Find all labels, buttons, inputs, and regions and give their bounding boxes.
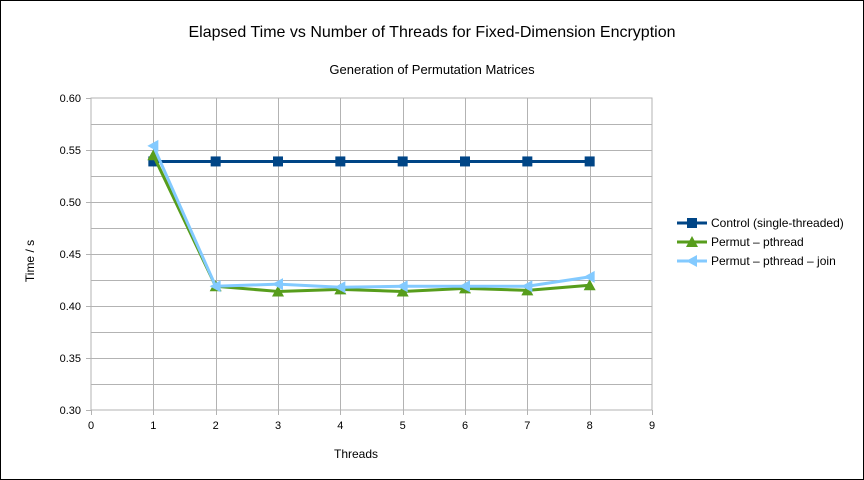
data-point — [209, 280, 221, 293]
legend-item: Permut – pthread – join — [677, 254, 836, 268]
legend-item: Control (single-threaded) — [677, 216, 844, 230]
series-1 — [148, 156, 595, 167]
x-tick-label: 2 — [213, 420, 219, 432]
x-tick-label: 5 — [400, 420, 406, 432]
x-tick-label: 0 — [88, 420, 94, 432]
data-point — [522, 156, 533, 167]
data-point — [521, 280, 533, 293]
gridlines — [91, 98, 652, 410]
x-tick-label: 1 — [150, 420, 156, 432]
x-tick-label: 6 — [462, 420, 468, 432]
data-point — [334, 281, 346, 294]
legend-marker — [687, 218, 697, 228]
data-point — [397, 156, 408, 167]
data-point — [272, 278, 283, 291]
chart-title: Elapsed Time vs Number of Threads for Fi… — [188, 24, 675, 41]
chart-subtitle: Generation of Permutation Matrices — [329, 62, 535, 77]
data-point — [521, 284, 534, 296]
axis-ticks: 0.60 0.55 0.50 0.45 0.40 0.35 0.30 0 1 2 3 4 5 6 7 8 9 — [60, 93, 655, 432]
data-point — [273, 156, 283, 167]
data-point — [148, 156, 159, 167]
y-tick-label: 0.55 — [60, 145, 81, 157]
data-point — [335, 156, 346, 167]
data-point — [147, 149, 160, 161]
y-tick-label: 0.30 — [60, 405, 81, 417]
y-tick-label: 0.50 — [60, 197, 81, 209]
y-tick-label: 0.45 — [60, 249, 81, 261]
legend-marker — [686, 236, 698, 247]
data-point — [583, 279, 596, 291]
data-point — [396, 280, 408, 293]
x-tick-label: 8 — [587, 420, 593, 432]
series-3 — [147, 139, 595, 294]
data-point — [147, 139, 159, 152]
series-line — [151, 145, 590, 289]
legend-item: Permut – pthread — [677, 235, 804, 249]
x-axis-label: Threads — [334, 447, 378, 461]
x-tick-label: 4 — [337, 420, 343, 432]
legend-label: Control (single-threaded) — [711, 216, 844, 230]
series-group — [147, 139, 596, 297]
y-tick-label: 0.60 — [60, 93, 81, 105]
data-point — [583, 270, 595, 283]
data-point — [584, 156, 595, 167]
data-point — [272, 285, 284, 297]
legend-label: Permut – pthread – join — [711, 254, 836, 268]
x-tick-label: 9 — [649, 420, 655, 432]
legend-label: Permut – pthread — [711, 235, 804, 249]
y-axis-label: Time / s — [23, 240, 37, 282]
x-tick-label: 3 — [275, 420, 281, 432]
data-point — [460, 156, 470, 167]
data-point — [459, 280, 470, 293]
data-point — [210, 156, 221, 167]
legend: Control (single-threaded) Permut – pthrea… — [677, 216, 844, 268]
data-point — [396, 285, 409, 297]
y-tick-label: 0.40 — [60, 301, 81, 313]
x-tick-label: 7 — [524, 420, 530, 432]
y-tick-label: 0.35 — [60, 353, 81, 365]
legend-marker — [686, 255, 697, 267]
